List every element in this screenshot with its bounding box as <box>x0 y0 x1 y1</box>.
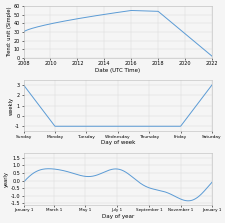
X-axis label: Day of week: Day of week <box>100 140 134 145</box>
X-axis label: Date (UTC Time): Date (UTC Time) <box>95 68 140 73</box>
Y-axis label: Trend: unit (Simple): Trend: unit (Simple) <box>7 7 12 57</box>
Y-axis label: yearly: yearly <box>4 171 9 187</box>
X-axis label: Day of year: Day of year <box>101 214 133 219</box>
Y-axis label: weekly: weekly <box>9 97 14 115</box>
